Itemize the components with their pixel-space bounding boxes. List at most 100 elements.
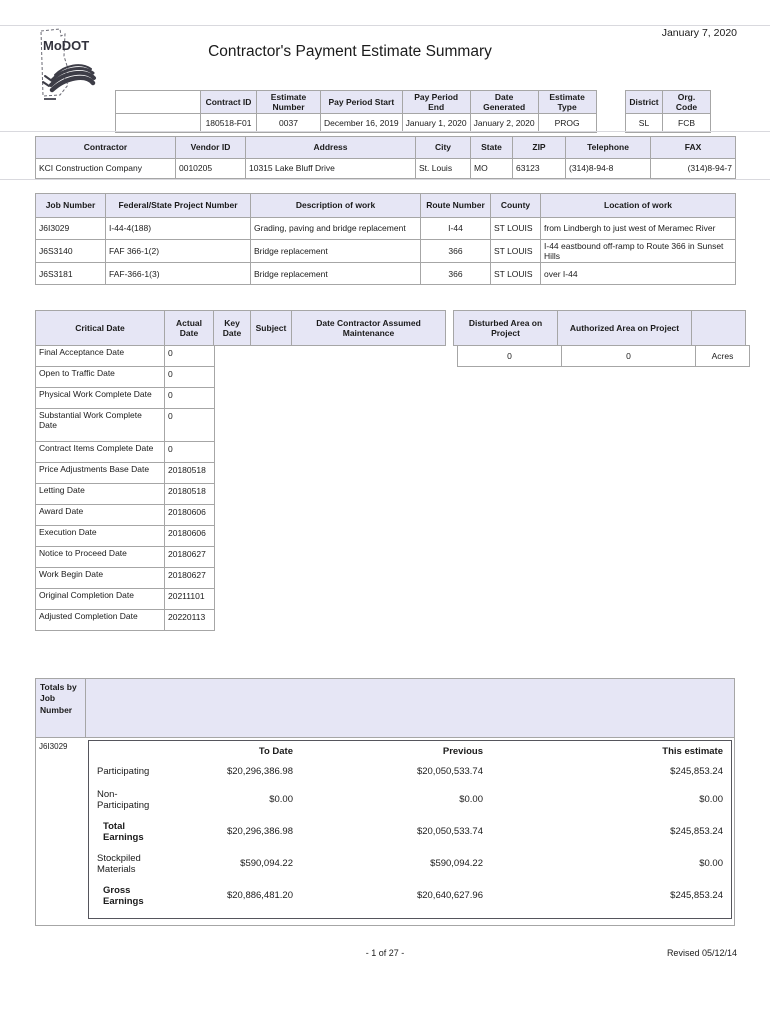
vendor-id-value: 0010205 xyxy=(175,158,246,179)
previous-value: $0.00 xyxy=(459,794,483,806)
col-header-unit-blank xyxy=(691,310,746,346)
col-header-subject: Subject xyxy=(250,310,292,346)
col-header-date-generated: Date Generated xyxy=(469,89,539,115)
previous-value: $590,094.22 xyxy=(430,858,483,870)
critical-date-label: Contract Items Complete Date xyxy=(35,441,165,463)
critical-row: Work Begin Date 20180627 xyxy=(35,567,752,589)
route-number: 366 xyxy=(420,262,491,286)
page-title: Contractor's Payment Estimate Summary xyxy=(208,43,492,60)
state-value: MO xyxy=(470,158,513,179)
revised-date: Revised 05/12/14 xyxy=(666,948,737,958)
authorized-area-value: 0 xyxy=(561,345,696,367)
job-row: J6S3140 FAF 366-1(2) Bridge replacement … xyxy=(35,238,736,264)
swoosh-icon xyxy=(42,64,96,93)
col-header-actual-date: Actual Date xyxy=(164,310,214,346)
row-label: Participating xyxy=(97,766,150,778)
jobs-header-row: Job Number Federal/State Project Number … xyxy=(35,193,736,218)
critical-date-label: Notice to Proceed Date xyxy=(35,546,165,568)
col-header-to-date: To Date xyxy=(258,745,293,757)
row-label: Total Earnings xyxy=(103,820,144,843)
jobs-table: Job Number Federal/State Project Number … xyxy=(35,193,736,286)
col-header-estimate-number: Estimate Number xyxy=(256,89,321,115)
location: from Lindbergh to just west of Meramec R… xyxy=(540,217,736,240)
route-number: I-44 xyxy=(420,217,491,240)
estimate-type-value: PROG xyxy=(537,113,597,134)
actual-date-value: 20180627 xyxy=(165,546,215,568)
col-header-district: District xyxy=(625,89,663,115)
actual-date-value: 20180518 xyxy=(165,483,215,505)
org-code-value: FCB xyxy=(662,113,711,134)
col-header-city: City xyxy=(415,136,471,159)
estimate-value-row: 180518-F01 0037 December 16, 2019 Januar… xyxy=(115,113,597,134)
col-header-zip: ZIP xyxy=(512,136,566,159)
job-row: J6S3181 FAF-366-1(3) Bridge replacement … xyxy=(35,262,736,286)
district-header-row: District Org. Code xyxy=(625,89,711,115)
col-header-description: Description of work xyxy=(250,193,421,218)
this-estimate-value: $0.00 xyxy=(699,794,723,806)
col-header-contract-id: Contract ID xyxy=(200,89,257,115)
top-rule xyxy=(0,25,770,26)
actual-date-value: 20180518 xyxy=(165,462,215,484)
fax-value: (314)8-94-7 xyxy=(650,158,736,179)
zip-value: 63123 xyxy=(512,158,566,179)
col-header-location: Location of work xyxy=(540,193,736,218)
pay-period-start-value: December 16, 2019 xyxy=(320,113,403,134)
actual-date-value: 20180606 xyxy=(165,504,215,526)
header-gap xyxy=(446,310,453,346)
col-header-county: County xyxy=(490,193,541,218)
critical-date-label: Adjusted Completion Date xyxy=(35,609,165,631)
critical-row: Adjusted Completion Date 20220113 xyxy=(35,609,752,631)
location: I-44 eastbound off-ramp to Route 366 in … xyxy=(540,238,736,264)
totals-box: To Date Previous This estimate Participa… xyxy=(88,740,732,919)
district-value-row: SL FCB xyxy=(625,113,711,134)
project-number: I-44-4(188) xyxy=(105,217,251,240)
totals-job-number: J6I3029 xyxy=(39,742,68,751)
totals-row-total-earnings: Total Earnings $20,296,386.98 $20,050,53… xyxy=(97,816,723,848)
actual-date-value: 20180627 xyxy=(165,567,215,589)
totals-band: Totals by Job Number xyxy=(36,679,734,738)
critical-row: Execution Date 20180606 xyxy=(35,525,752,547)
modot-logo-text: MoDOT xyxy=(43,38,89,53)
to-date-value: $20,296,386.98 xyxy=(226,766,293,778)
address-value: 10315 Lake Bluff Drive xyxy=(245,158,416,179)
area-values-row: 0 0 Acres xyxy=(457,345,750,367)
col-header-this-estimate: This estimate xyxy=(662,745,723,757)
col-header-authorized-area: Authorized Area on Project xyxy=(557,310,692,346)
telephone-value: (314)8-94-8 xyxy=(565,158,651,179)
totals-row-non-participating: Non-Participating $0.00 $0.00 $0.00 xyxy=(97,784,723,816)
estimate-header-row: Contract ID Estimate Number Pay Period S… xyxy=(115,89,597,115)
to-date-value: $590,094.22 xyxy=(240,858,293,870)
totals-band-spacer xyxy=(86,679,734,737)
col-header-previous: Previous xyxy=(442,745,483,757)
col-header-pay-period-start: Pay Period Start xyxy=(320,89,403,115)
contractor-name: KCI Construction Company xyxy=(35,158,176,179)
col-header-disturbed-area: Disturbed Area on Project xyxy=(453,310,558,346)
totals-row-gross-earnings: Gross Earnings $20,886,481.20 $20,640,62… xyxy=(97,880,723,912)
col-header-vendor-id: Vendor ID xyxy=(175,136,246,159)
description: Bridge replacement xyxy=(250,238,421,264)
critical-row: Substantial Work Complete Date 0 xyxy=(35,408,752,442)
col-header-maintenance: Date Contractor Assumed Maintenance xyxy=(291,310,446,346)
critical-date-label: Substantial Work Complete Date xyxy=(35,408,165,442)
critical-date-label: Price Adjustments Base Date xyxy=(35,462,165,484)
col-header-pay-period-end: Pay Period End xyxy=(401,89,471,115)
description: Bridge replacement xyxy=(250,262,421,286)
blank-cell xyxy=(97,743,163,760)
critical-row: Open to Traffic Date 0 xyxy=(35,366,752,388)
estimate-info-table: Contract ID Estimate Number Pay Period S… xyxy=(115,89,597,134)
critical-row: Physical Work Complete Date 0 xyxy=(35,387,752,409)
row-label: Stockpiled Materials xyxy=(97,852,141,875)
this-estimate-value: $245,853.24 xyxy=(670,826,723,838)
critical-row: Letting Date 20180518 xyxy=(35,483,752,505)
to-date-value: $0.00 xyxy=(269,794,293,806)
route-number: 366 xyxy=(420,238,491,264)
actual-date-value: 20220113 xyxy=(165,609,215,631)
col-header-state: State xyxy=(470,136,513,159)
critical-date-label: Work Begin Date xyxy=(35,567,165,589)
blank-cell xyxy=(115,89,201,115)
critical-row: Award Date 20180606 xyxy=(35,504,752,526)
county: ST LOUIS xyxy=(490,238,541,264)
actual-date-value: 20211101 xyxy=(165,588,215,610)
totals-box-wrap: To Date Previous This estimate Participa… xyxy=(86,738,734,925)
